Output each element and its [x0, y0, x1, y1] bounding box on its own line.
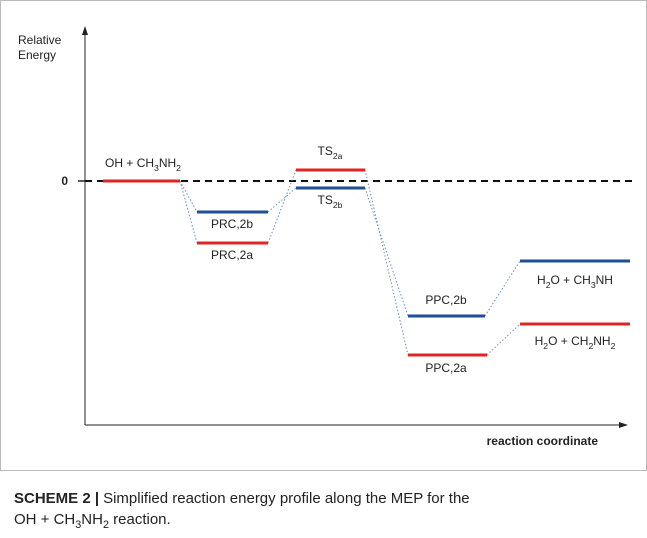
- text: O + CH: [550, 273, 590, 287]
- level-label: H2O + CH2NH2: [535, 334, 616, 351]
- y-axis-label: Relative: [18, 33, 62, 47]
- levels: OH + CH3NH2PRC,2bPRC,2aTS2aTS2bPPC,2bPPC…: [103, 144, 630, 375]
- level-label: H2O + CH3NH: [537, 273, 613, 290]
- subscript: 2b: [333, 200, 343, 210]
- x-arrow: [619, 422, 628, 428]
- connector: [179, 180, 198, 244]
- text: TS: [318, 193, 333, 207]
- text: PPC,2a: [425, 361, 467, 375]
- subscript: 2: [543, 341, 548, 351]
- level-label: OH + CH3NH2: [105, 156, 181, 173]
- subscript: 3: [591, 280, 596, 290]
- connector: [267, 169, 297, 244]
- level-label: PRC,2b: [211, 217, 253, 231]
- y-arrow: [82, 26, 88, 35]
- level-label: PPC,2b: [425, 293, 467, 307]
- caption-text: Simplified reaction energy profile along…: [103, 490, 470, 507]
- connector: [364, 169, 409, 356]
- text: H: [537, 273, 546, 287]
- connectors: [179, 169, 521, 356]
- connector: [364, 187, 409, 317]
- caption: OH + CH3NH2 reaction.: [14, 511, 171, 531]
- level-label: PPC,2a: [425, 361, 467, 375]
- text: TS: [318, 144, 333, 158]
- text: PPC,2b: [425, 293, 467, 307]
- level-label: TS2b: [318, 193, 343, 210]
- x-axis-label: reaction coordinate: [487, 434, 599, 448]
- text: NH: [81, 511, 103, 528]
- caption-label: SCHEME 2 |: [14, 490, 99, 507]
- y-axis-label: Energy: [18, 48, 56, 62]
- text: OH + CH: [14, 511, 75, 528]
- connector: [179, 180, 198, 213]
- subscript: 2: [546, 280, 551, 290]
- text: NH: [593, 334, 610, 348]
- zero-label: 0: [61, 174, 68, 188]
- text: OH + CH: [105, 156, 154, 170]
- text: NH: [159, 156, 176, 170]
- connector: [267, 187, 297, 213]
- text: PRC,2a: [211, 248, 253, 262]
- text: reaction.: [109, 511, 171, 528]
- text: O + CH: [548, 334, 588, 348]
- frame: [0, 0, 647, 471]
- subscript: 2a: [333, 151, 343, 161]
- subscript: 2: [588, 341, 593, 351]
- subscript: 2: [103, 519, 109, 531]
- text: PRC,2b: [211, 217, 253, 231]
- level-label: TS2a: [318, 144, 343, 161]
- level-label: PRC,2a: [211, 248, 253, 262]
- connector: [484, 260, 521, 317]
- subscript: 2: [611, 341, 616, 351]
- connector: [486, 323, 521, 356]
- subscript: 3: [75, 519, 81, 531]
- subscript: 3: [154, 163, 159, 173]
- text: H: [535, 334, 544, 348]
- text: NH: [596, 273, 613, 287]
- caption: SCHEME 2 | Simplified reaction energy pro…: [14, 490, 470, 507]
- subscript: 2: [176, 163, 181, 173]
